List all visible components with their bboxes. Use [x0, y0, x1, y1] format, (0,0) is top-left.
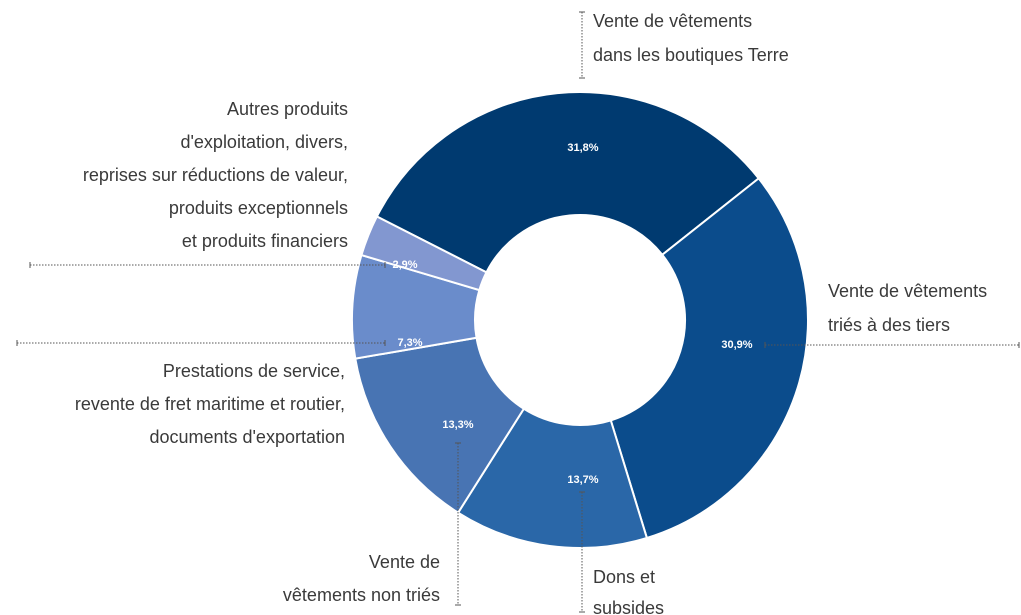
value-label: 31,8%	[567, 142, 598, 154]
category-label: et produits financiers	[182, 231, 348, 251]
donut-slice	[456, 407, 649, 549]
category-label: produits exceptionnels	[169, 198, 348, 218]
category-label: Dons et	[593, 567, 655, 587]
value-label: 7,3%	[397, 337, 422, 349]
category-label: subsides	[593, 598, 664, 615]
category-label: Autres produits	[227, 99, 348, 119]
category-label: vêtements non triés	[283, 585, 440, 605]
category-label: triés à des tiers	[828, 315, 950, 335]
value-label: 2,9%	[392, 259, 417, 271]
category-label: Prestations de service,	[163, 361, 345, 381]
donut-slice	[360, 215, 488, 292]
category-label: documents d'exportation	[149, 427, 345, 447]
donut-slice	[354, 336, 526, 515]
donut-slice	[375, 91, 761, 274]
value-label: 30,9%	[721, 339, 752, 351]
value-label: 13,3%	[442, 419, 473, 431]
category-label: Vente de vêtements	[828, 281, 987, 301]
donut-slice	[609, 176, 809, 540]
category-label: reprises sur réductions de valeur,	[83, 165, 348, 185]
category-label: Vente de vêtements	[593, 11, 752, 31]
category-label: dans les boutiques Terre	[593, 45, 789, 65]
category-label: revente de fret maritime et routier,	[75, 394, 345, 414]
value-label: 13,7%	[567, 474, 598, 486]
category-label: Vente de	[369, 552, 440, 572]
category-label: d'exploitation, divers,	[180, 132, 348, 152]
